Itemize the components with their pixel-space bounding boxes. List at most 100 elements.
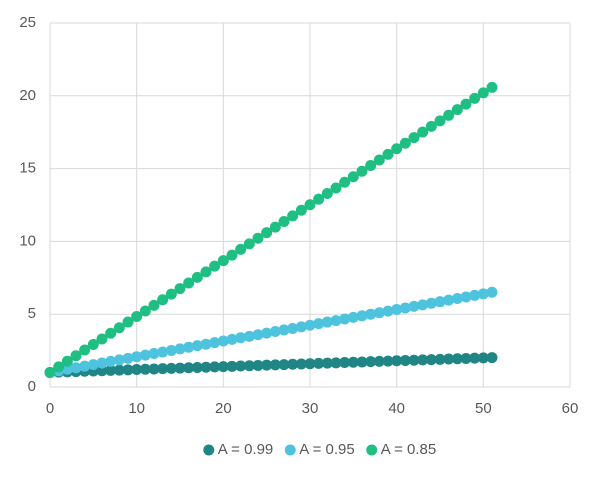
x-tick-label: 40: [388, 400, 405, 417]
point: [365, 356, 377, 368]
point: [243, 238, 255, 250]
point: [183, 277, 195, 289]
point: [399, 302, 411, 314]
point: [235, 360, 247, 372]
point: [321, 316, 333, 328]
point: [417, 354, 429, 366]
point: [131, 311, 143, 323]
point: [347, 311, 359, 323]
point: [96, 357, 108, 369]
point: [347, 171, 359, 183]
y-tick-label: 5: [28, 305, 36, 322]
point: [87, 338, 99, 350]
point: [217, 361, 229, 373]
point: [122, 352, 134, 364]
point: [105, 364, 117, 376]
point: [451, 292, 463, 304]
point: [200, 266, 212, 278]
point: [269, 221, 281, 233]
y-tick-label: 20: [19, 87, 36, 104]
point: [165, 362, 177, 374]
point: [330, 182, 342, 194]
point: [252, 359, 264, 371]
point: [469, 289, 481, 301]
point: [434, 296, 446, 308]
point: [382, 305, 394, 317]
point: [174, 283, 186, 295]
point: [460, 98, 472, 110]
point: [183, 362, 195, 374]
point: [261, 227, 273, 239]
point: [157, 294, 169, 306]
point: [356, 356, 368, 368]
point: [209, 361, 221, 373]
legend-label: A = 0.85: [381, 441, 436, 458]
x-tick-label: 20: [215, 400, 232, 417]
point: [209, 337, 221, 349]
point: [425, 297, 437, 309]
point: [373, 307, 385, 319]
point: [148, 348, 160, 360]
y-tick-label: 15: [19, 160, 36, 177]
point: [157, 346, 169, 358]
point: [200, 338, 212, 350]
point: [304, 199, 316, 211]
point: [408, 132, 420, 144]
point: [469, 352, 481, 364]
legend-label: A = 0.95: [299, 441, 354, 458]
point: [434, 115, 446, 127]
point: [243, 330, 255, 342]
y-tick-label: 10: [19, 232, 36, 249]
point: [79, 344, 91, 356]
point: [174, 343, 186, 355]
point: [304, 358, 316, 370]
point: [417, 299, 429, 311]
point: [278, 215, 290, 227]
point: [365, 160, 377, 172]
point: [139, 363, 151, 375]
point: [105, 355, 117, 367]
point: [486, 352, 498, 364]
point: [477, 352, 489, 364]
x-tick-label: 0: [46, 400, 54, 417]
point: [79, 360, 91, 372]
point: [356, 310, 368, 322]
point: [287, 210, 299, 222]
y-tick-label: 0: [28, 378, 36, 395]
point: [165, 344, 177, 356]
point: [122, 316, 134, 328]
legend-marker: [203, 444, 215, 456]
x-tick-label: 10: [128, 400, 145, 417]
point: [295, 358, 307, 370]
point: [287, 358, 299, 370]
point: [373, 154, 385, 166]
point: [373, 355, 385, 367]
point: [443, 109, 455, 121]
point: [70, 362, 82, 374]
point: [278, 324, 290, 336]
point: [122, 364, 134, 376]
point: [269, 359, 281, 371]
point: [304, 319, 316, 331]
point: [477, 288, 489, 300]
point: [191, 361, 203, 373]
point: [61, 363, 73, 375]
point: [165, 288, 177, 300]
point: [53, 361, 65, 373]
point: [451, 104, 463, 116]
point: [443, 353, 455, 365]
point: [61, 355, 73, 367]
point: [330, 315, 342, 327]
point: [70, 350, 82, 362]
point: [425, 120, 437, 132]
point: [365, 308, 377, 320]
point: [191, 271, 203, 283]
point: [113, 354, 125, 366]
point: [278, 359, 290, 371]
point: [469, 92, 481, 104]
point: [217, 335, 229, 347]
point: [313, 193, 325, 205]
point: [183, 341, 195, 353]
point: [226, 360, 238, 372]
point: [287, 322, 299, 334]
